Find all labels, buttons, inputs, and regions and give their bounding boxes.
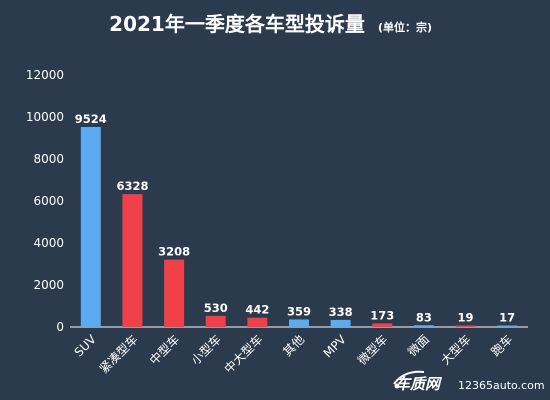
x-tick-label: 中型车 — [146, 332, 182, 368]
y-tick-label: 10000 — [26, 110, 64, 124]
bar — [372, 323, 393, 327]
watermark-brand: 车质网 — [395, 375, 443, 393]
bar-series: 9524 6328 3208 530 442 359 338 173 83 19 17 — [75, 112, 518, 327]
data-label: 9524 — [75, 112, 107, 126]
x-tick-label: 微面 — [405, 332, 432, 359]
data-label: 3208 — [158, 245, 190, 259]
chart-unit: (单位：宗) — [378, 20, 432, 34]
y-axis: 0 2000 4000 6000 8000 10000 12000 — [26, 68, 64, 334]
bar — [413, 325, 434, 327]
bar — [80, 126, 101, 327]
bar — [164, 259, 185, 327]
data-label: 17 — [499, 311, 515, 325]
x-tick-label: 跑车 — [488, 332, 516, 360]
bar — [205, 315, 226, 327]
bar — [289, 319, 309, 327]
x-tick-label: 大型车 — [438, 332, 474, 368]
bar — [455, 325, 476, 327]
data-label: 338 — [329, 305, 353, 319]
data-label: 173 — [370, 308, 394, 322]
chart-title: 2021年一季度各车型投诉量 — [109, 12, 365, 36]
data-label: 83 — [416, 310, 432, 324]
y-tick-label: 0 — [56, 320, 64, 334]
watermark-site: 12365auto.com — [458, 379, 545, 392]
y-tick-label: 12000 — [26, 68, 64, 82]
y-tick-label: 8000 — [33, 152, 64, 166]
y-tick-label: 4000 — [33, 236, 64, 250]
data-label: 6328 — [116, 179, 148, 193]
bar — [122, 194, 143, 327]
x-tick-label: 其他 — [280, 332, 307, 359]
data-label: 530 — [204, 301, 228, 315]
x-tick-label: SUV — [72, 332, 100, 360]
data-label: 19 — [458, 311, 474, 325]
y-tick-label: 6000 — [33, 194, 64, 208]
data-label: 359 — [287, 304, 311, 318]
x-tick-label: 小型车 — [188, 332, 224, 368]
x-tick-label: 紧凑型车 — [96, 332, 141, 377]
bar — [497, 325, 518, 327]
x-tick-label: 中大型车 — [221, 332, 266, 377]
x-tick-label: 微型车 — [354, 332, 390, 368]
bar — [247, 317, 268, 327]
watermark-logo-icon — [393, 370, 425, 389]
data-label: 442 — [245, 303, 269, 317]
bar — [330, 319, 351, 327]
watermark: 车质网 12365auto.com — [393, 370, 545, 393]
x-tick-label: MPV — [321, 332, 350, 361]
y-tick-label: 2000 — [33, 278, 64, 292]
